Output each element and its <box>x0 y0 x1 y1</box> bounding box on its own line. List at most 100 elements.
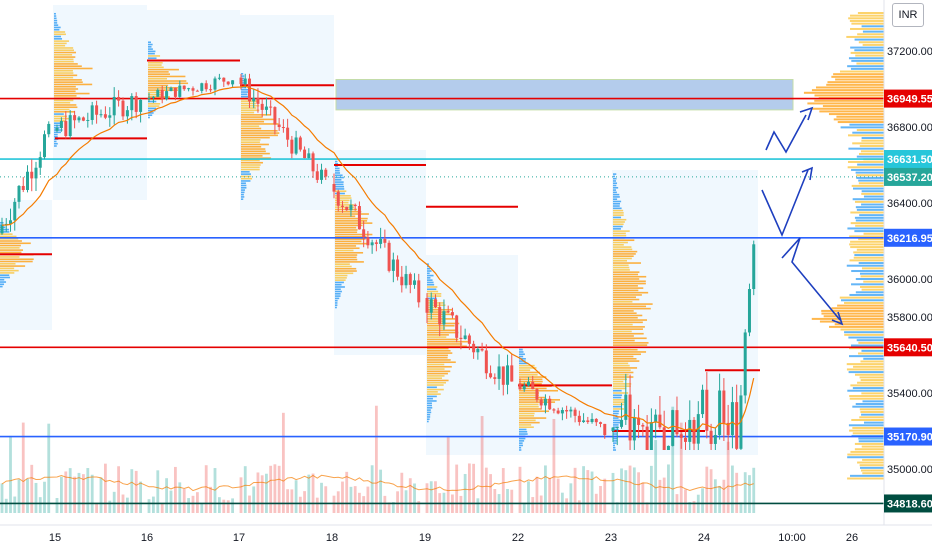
candle-body <box>165 91 169 100</box>
profile-bar <box>148 43 153 46</box>
range-profile-bar <box>826 83 884 86</box>
profile-bar <box>241 86 247 89</box>
candle-body <box>688 419 692 442</box>
profile-bar <box>335 192 345 195</box>
profile-bar <box>613 376 634 378</box>
x-axis-bg <box>0 525 932 550</box>
volume-bar <box>218 497 221 513</box>
profile-bar <box>427 361 456 364</box>
range-profile-bar <box>854 442 884 445</box>
profile-bar <box>54 24 59 26</box>
range-profile-bar <box>849 259 884 262</box>
range-profile-bar <box>847 453 884 456</box>
range-profile-bar <box>849 429 884 432</box>
profile-bar <box>241 168 260 171</box>
candle-body <box>73 115 77 121</box>
volume-bar <box>705 466 709 513</box>
candle-body <box>294 137 298 154</box>
profile-bar <box>519 380 543 383</box>
profile-bar <box>519 433 528 435</box>
volume-bar <box>713 479 717 513</box>
profile-bar <box>519 383 542 385</box>
range-profile-bar <box>849 397 884 400</box>
profile-bar <box>613 355 634 358</box>
range-profile-bar <box>837 304 884 307</box>
range-profile-bar <box>856 339 884 342</box>
profile-bar <box>613 316 638 319</box>
profile-bar <box>54 47 74 49</box>
volume-bar <box>726 441 730 513</box>
price-tag-label: 36949.55 <box>887 94 932 106</box>
profile-bar <box>148 55 161 57</box>
profile-bar <box>427 270 432 272</box>
profile-bar <box>335 224 363 227</box>
profile-bar <box>519 428 527 431</box>
profile-bar <box>241 166 260 169</box>
candle-body <box>531 381 535 390</box>
candle-body <box>315 171 319 180</box>
profile-bar <box>427 359 451 361</box>
volume-bar <box>260 475 264 513</box>
profile-bar <box>335 215 356 218</box>
profile-bar <box>148 75 186 78</box>
profile-bar <box>427 368 445 370</box>
price-tag <box>884 150 932 169</box>
candle-body <box>59 121 63 129</box>
volume-bar <box>281 412 285 513</box>
profile-bar <box>0 272 15 274</box>
range-profile-bar <box>856 176 884 179</box>
profile-bar <box>519 440 525 442</box>
profile-bar <box>613 353 641 356</box>
range-profile-bar <box>851 59 884 62</box>
candle-body <box>590 418 594 423</box>
x-tick-label: 18 <box>326 532 338 544</box>
volume-bar <box>396 491 399 513</box>
range-profile-bar <box>839 70 884 73</box>
volume-bar <box>535 476 539 513</box>
profile-bar <box>241 104 260 107</box>
profile-bar <box>613 184 617 187</box>
range-profile-bar <box>859 416 884 419</box>
volume-bar <box>269 465 273 513</box>
profile-bar <box>54 22 58 24</box>
profile-bar <box>519 405 539 408</box>
profile-bar <box>613 389 622 392</box>
profile-bar <box>519 399 560 401</box>
profile-bar <box>54 104 77 106</box>
profile-bar <box>613 344 648 346</box>
profile-bar <box>519 421 540 424</box>
candle-body <box>320 169 324 180</box>
range-profile-bar <box>850 67 884 70</box>
range-profile-bar <box>859 145 884 147</box>
profile-bar <box>613 282 646 285</box>
range-profile-bar <box>849 395 884 398</box>
range-profile-bar <box>860 275 884 278</box>
profile-bar <box>54 44 66 47</box>
profile-bar <box>427 418 430 421</box>
profile-bar <box>335 277 347 279</box>
profile-bar <box>335 220 368 222</box>
volume-bar <box>522 502 526 513</box>
currency-badge[interactable]: INR <box>892 3 924 27</box>
candle-body <box>455 315 459 338</box>
profile-bar <box>335 176 344 179</box>
profile-bar <box>335 236 367 238</box>
profile-bar <box>613 262 641 264</box>
profile-bar <box>335 206 355 208</box>
profile-bar <box>54 42 67 45</box>
range-profile-bar <box>860 411 884 413</box>
x-tick-label: 23 <box>605 532 617 544</box>
profile-bar <box>613 253 636 255</box>
candle-body <box>264 106 268 110</box>
range-profile-bar <box>852 198 884 201</box>
profile-bar <box>335 201 349 204</box>
volume-bar <box>506 488 509 513</box>
range-profile-bar <box>828 113 884 116</box>
profile-bar <box>0 281 7 283</box>
candles-layer <box>0 73 756 450</box>
profile-bar <box>613 444 615 447</box>
volume-bar <box>182 488 186 513</box>
profile-bar <box>148 77 168 80</box>
volume-bar <box>290 489 294 513</box>
